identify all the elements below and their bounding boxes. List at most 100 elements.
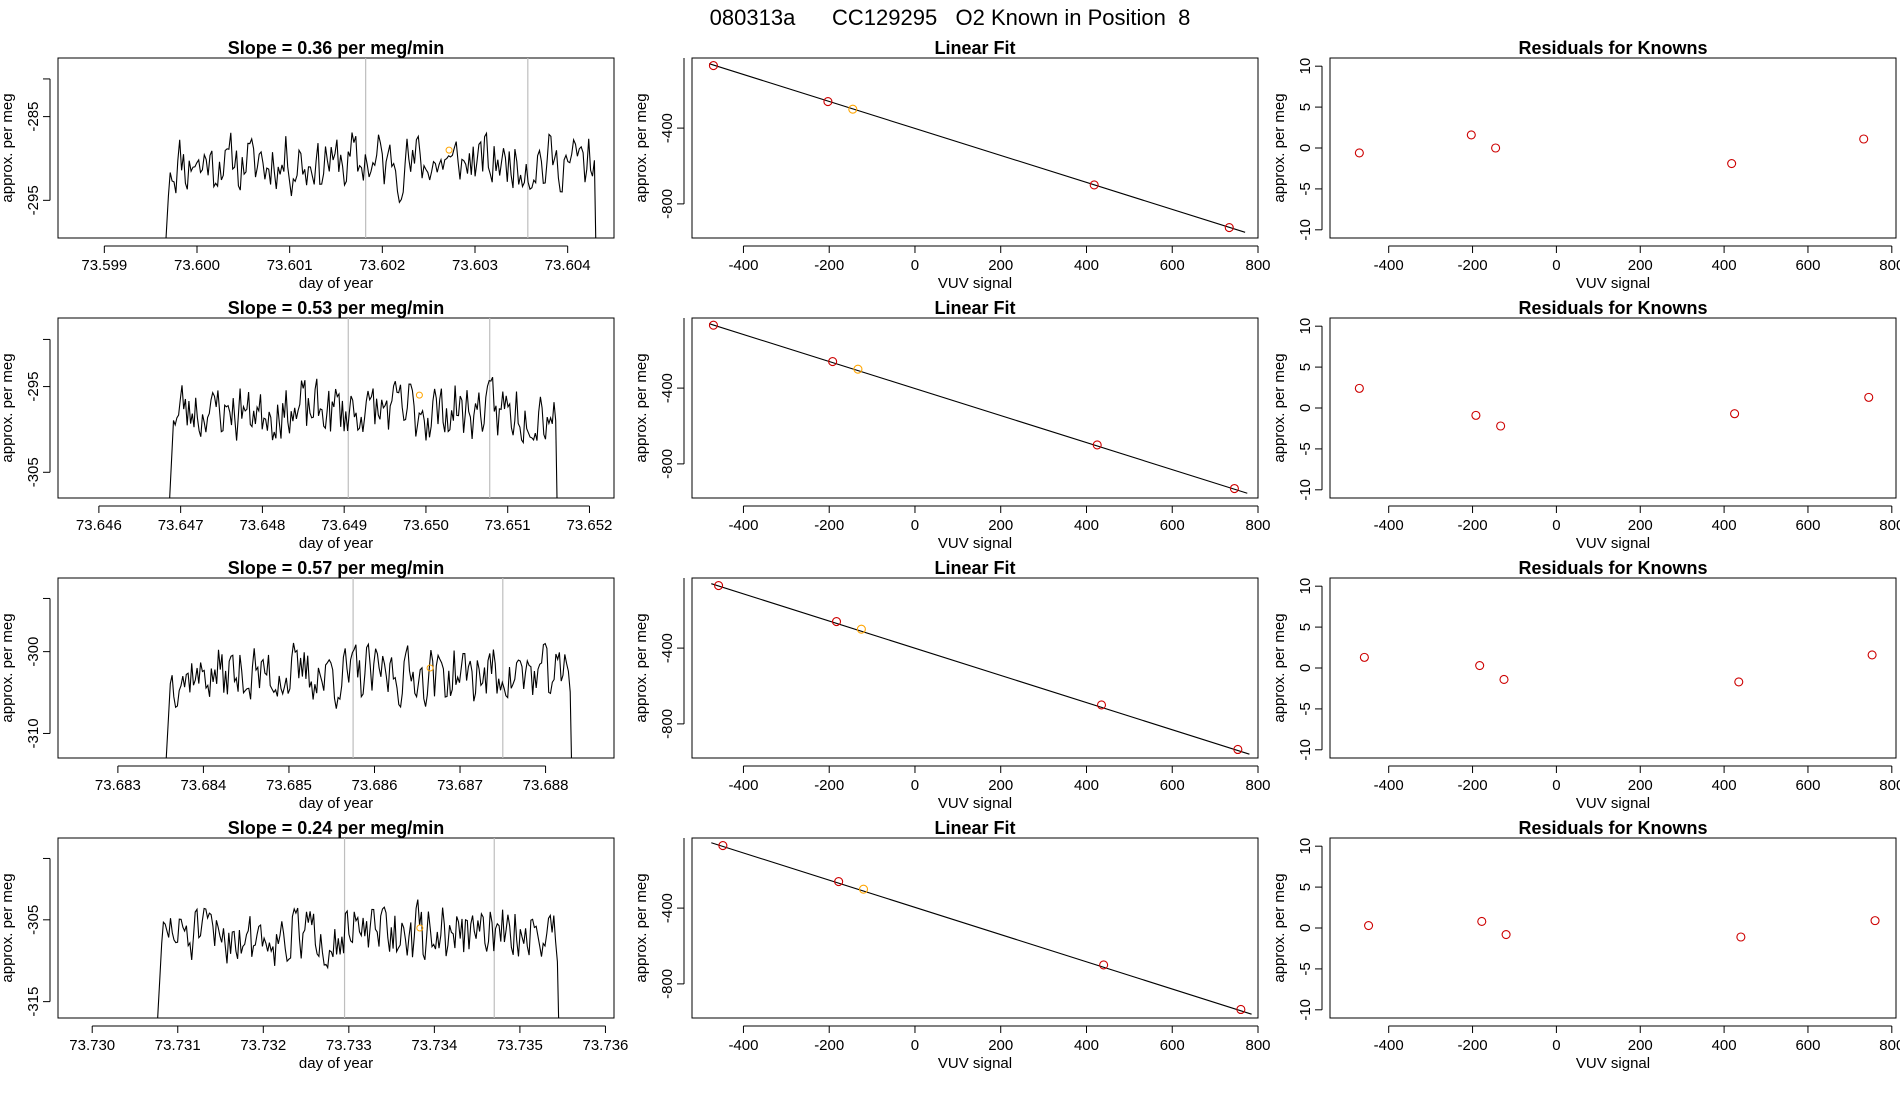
data-point	[856, 624, 866, 634]
x-tick-label: 0	[1552, 777, 1560, 794]
x-tick-label: 800	[1879, 777, 1900, 794]
y-tick-label: 5	[1297, 883, 1314, 891]
x-axis-label: VUV signal	[1576, 795, 1650, 812]
x-tick-label: 200	[988, 257, 1013, 274]
residual-point	[1870, 916, 1880, 926]
y-tick-label: 5	[1297, 103, 1314, 111]
x-tick-label: 73.688	[523, 777, 569, 794]
x-tick-label: 400	[1712, 517, 1737, 534]
x-tick-label: 73.604	[545, 257, 591, 274]
y-tick-label: -285	[25, 102, 42, 132]
y-tick-label: -310	[25, 718, 42, 748]
x-tick-label: -200	[814, 517, 844, 534]
x-tick-label: 400	[1712, 1037, 1737, 1054]
y-axis-label: approx. per meg	[633, 613, 650, 722]
y-tick-label: -800	[659, 449, 676, 479]
panel-timeseries: Slope = 0.57 per meg/min 73.683 73.684 73.6…	[0, 558, 615, 812]
data-point	[853, 364, 863, 374]
x-tick-label: 600	[1160, 777, 1185, 794]
panel-residuals: Residuals for Knowns -400 -200 0 200 400 600 80…	[1271, 558, 1900, 812]
y-tick-label: 10	[1297, 58, 1314, 75]
x-tick-label: 73.733	[326, 1037, 372, 1054]
residual-point	[1864, 392, 1874, 402]
residual-point	[1734, 677, 1744, 687]
x-tick-label: -400	[728, 257, 758, 274]
data-point	[718, 841, 728, 851]
x-tick-label: 400	[1712, 257, 1737, 274]
x-tick-label: 600	[1160, 517, 1185, 534]
residual-point	[1466, 130, 1476, 140]
x-tick-label: -200	[814, 777, 844, 794]
panel-linear-fit: Linear Fit -400 -200 0 200 400 600 800 VUV signa…	[633, 298, 1271, 552]
panel-residuals: Residuals for Knowns -400 -200 0 200 400 600 80…	[1271, 38, 1900, 292]
panel-title: Linear Fit	[934, 558, 1015, 578]
panel-title: Slope = 0.57 per meg/min	[228, 558, 445, 578]
x-tick-label: 200	[1628, 777, 1653, 794]
x-tick-label: 73.648	[239, 517, 285, 534]
residual-point	[1730, 409, 1740, 419]
x-tick-label: 400	[1712, 777, 1737, 794]
x-tick-label: 73.730	[69, 1037, 115, 1054]
residual-point	[1354, 383, 1364, 393]
panel-title: Linear Fit	[934, 298, 1015, 318]
plot-area	[165, 578, 573, 758]
x-tick-label: 600	[1160, 1037, 1185, 1054]
x-tick-label: 800	[1879, 1037, 1900, 1054]
x-axis-label: day of year	[299, 275, 373, 292]
data-point	[858, 884, 869, 894]
x-tick-label: -400	[728, 517, 758, 534]
x-tick-label: 73.600	[174, 257, 220, 274]
y-tick-label: -10	[1297, 999, 1314, 1021]
residual-point	[1491, 143, 1501, 153]
data-point	[1096, 700, 1107, 710]
data-point	[1224, 223, 1234, 233]
residual-point	[1867, 650, 1877, 660]
x-tick-label: 200	[988, 1037, 1013, 1054]
x-tick-label: 0	[911, 257, 919, 274]
x-tick-label: 0	[911, 1037, 919, 1054]
residual-point	[1859, 134, 1869, 144]
plot-area	[1364, 916, 1880, 942]
y-axis-label: approx. per meg	[0, 873, 16, 982]
x-tick-label: 73.651	[485, 517, 531, 534]
data-point	[823, 97, 833, 107]
plot-area	[1359, 650, 1877, 687]
y-axis-label: approx. per meg	[0, 613, 16, 722]
x-tick-label: 73.734	[411, 1037, 457, 1054]
x-tick-label: 73.646	[76, 517, 122, 534]
y-tick-label: 10	[1297, 578, 1314, 595]
data-trace	[165, 131, 597, 238]
sample-marker	[426, 664, 434, 672]
plot-frame	[1329, 837, 1897, 1019]
data-point	[1233, 744, 1243, 755]
x-tick-label: 200	[988, 777, 1013, 794]
sample-marker	[416, 924, 424, 932]
x-axis-label: day of year	[299, 1055, 373, 1072]
x-tick-label: 400	[1074, 1037, 1099, 1054]
x-tick-label: 73.650	[403, 517, 449, 534]
y-axis-label: approx. per meg	[1271, 613, 1288, 722]
plot-frame	[691, 57, 1259, 239]
panel-title: Residuals for Knowns	[1518, 818, 1707, 838]
x-tick-label: -400	[1374, 517, 1404, 534]
x-tick-label: -200	[1458, 517, 1488, 534]
y-tick-label: -10	[1297, 479, 1314, 501]
panel-title: Residuals for Knowns	[1518, 298, 1707, 318]
x-tick-label: 73.685	[266, 777, 312, 794]
panel-title: Slope = 0.24 per meg/min	[228, 818, 445, 838]
data-trace	[169, 376, 558, 498]
x-tick-label: 600	[1795, 517, 1820, 534]
plot-frame	[691, 317, 1259, 499]
x-tick-label: 0	[911, 777, 919, 794]
y-tick-label: -800	[659, 969, 676, 999]
plot-area	[711, 841, 1252, 1015]
data-trace	[165, 642, 573, 758]
panel-timeseries: Slope = 0.53 per meg/min 73.646 73.647 73.6…	[0, 298, 615, 552]
panel-title: Linear Fit	[934, 38, 1015, 58]
y-tick-label: -800	[659, 709, 676, 739]
x-tick-label: 400	[1074, 517, 1099, 534]
panel-timeseries: Slope = 0.36 per meg/min 73.599 73.600 73.6…	[0, 38, 615, 292]
panel-title: Residuals for Knowns	[1518, 38, 1707, 58]
x-axis-label: VUV signal	[938, 275, 1012, 292]
x-axis-label: VUV signal	[938, 1055, 1012, 1072]
